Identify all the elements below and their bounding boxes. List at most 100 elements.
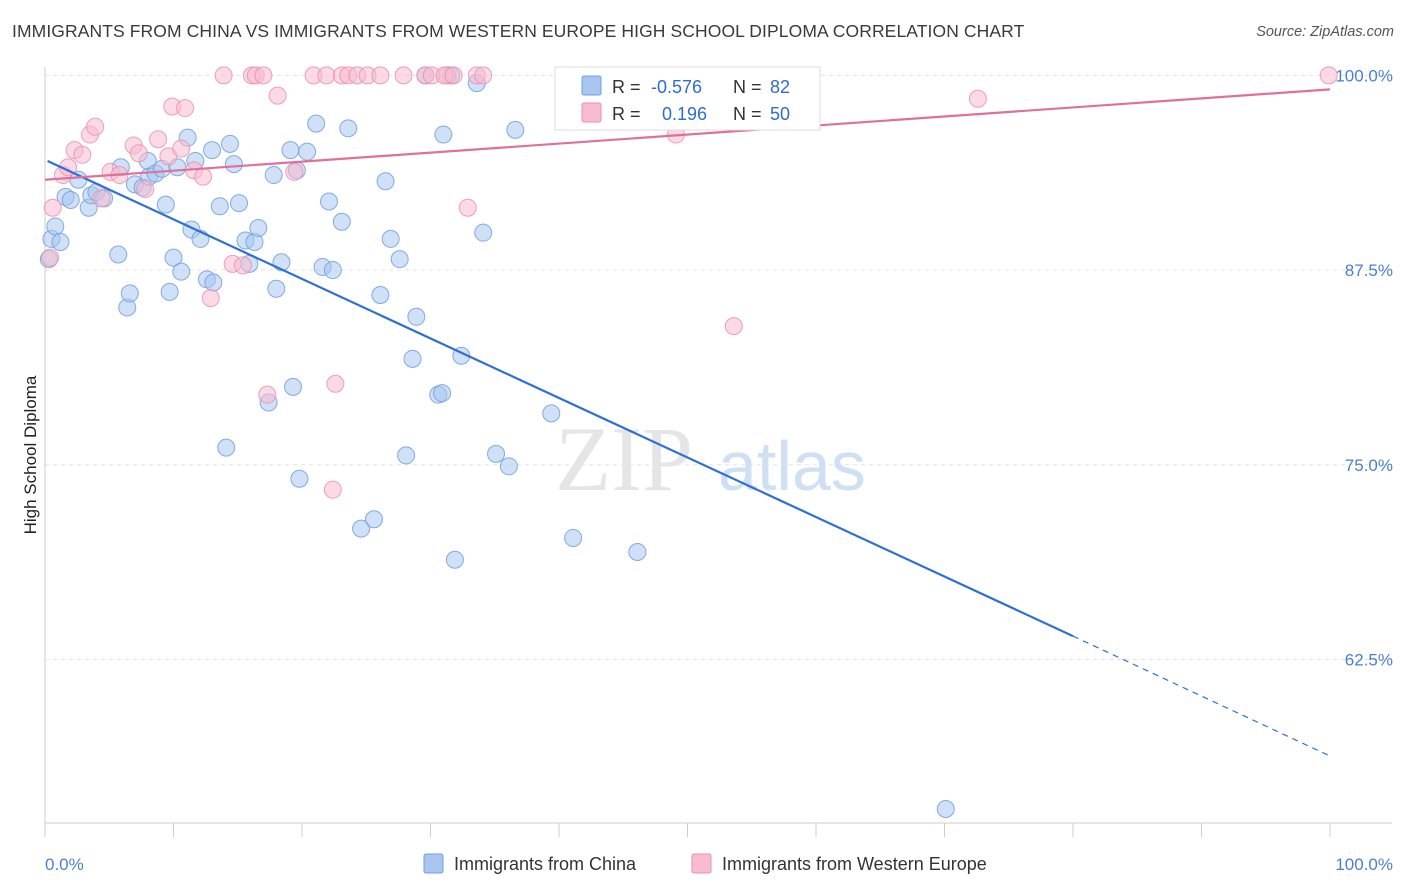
data-point xyxy=(51,233,70,252)
watermark-atlas: atlas xyxy=(718,427,866,505)
data-point xyxy=(73,145,92,164)
data-point xyxy=(268,86,287,105)
data-point xyxy=(258,385,277,404)
stats-r-label-western-europe: R = xyxy=(612,104,641,124)
data-point xyxy=(249,219,268,238)
watermark-zip: ZIP xyxy=(555,408,693,510)
data-point xyxy=(92,189,111,208)
legend-swatch-china xyxy=(423,853,444,874)
data-point xyxy=(156,195,175,214)
data-point xyxy=(407,307,426,326)
data-point xyxy=(217,438,236,457)
data-point xyxy=(326,374,345,393)
data-point xyxy=(172,139,191,158)
data-point xyxy=(434,125,453,144)
data-point xyxy=(136,180,155,199)
stats-r-label-china: R = xyxy=(612,77,641,97)
data-point xyxy=(254,66,273,85)
stats-r-value-china: -0.576 xyxy=(651,77,702,97)
y-tick-label: 100.0% xyxy=(1335,66,1393,85)
trend-line-china xyxy=(47,160,1074,638)
data-point xyxy=(339,119,358,138)
data-point xyxy=(936,799,955,818)
data-point xyxy=(264,166,283,185)
stats-n-value-china: 82 xyxy=(770,77,790,97)
source-label: Source: ZipAtlas.com xyxy=(1256,24,1394,40)
stats-swatch-western-europe xyxy=(581,102,602,123)
data-point xyxy=(214,66,233,85)
trend-line-western-europe xyxy=(44,88,1331,181)
data-point xyxy=(444,66,463,85)
y-tick-labels: 100.0% 87.5% 75.0% 62.5% xyxy=(1335,66,1393,669)
legend-swatch-western-europe xyxy=(691,853,712,874)
y-tick-label: 62.5% xyxy=(1345,650,1393,669)
stats-box: R = -0.576 N = 82 R = 0.196 N = 50 xyxy=(554,66,821,131)
y-tick-label: 87.5% xyxy=(1345,261,1393,280)
data-point xyxy=(317,66,336,85)
data-point xyxy=(542,404,561,423)
data-point xyxy=(499,457,518,476)
stats-r-value-western-europe: 0.196 xyxy=(662,104,707,124)
axes xyxy=(44,67,1392,837)
data-point xyxy=(332,212,351,231)
data-point xyxy=(319,192,338,211)
data-point xyxy=(43,198,62,217)
data-point xyxy=(86,117,105,136)
chart-title: IMMIGRANTS FROM CHINA VS IMMIGRANTS FROM… xyxy=(12,21,1025,41)
legend: Immigrants from China Immigrants from We… xyxy=(423,853,987,874)
data-point xyxy=(394,66,413,85)
data-point xyxy=(323,480,342,499)
data-point xyxy=(61,190,80,209)
data-point xyxy=(176,99,195,118)
series-points-china xyxy=(39,66,955,818)
data-point xyxy=(281,141,300,160)
data-point xyxy=(506,120,525,139)
data-point xyxy=(307,114,326,133)
legend-label-china: Immigrants from China xyxy=(454,854,637,874)
y-tick-label: 75.0% xyxy=(1345,456,1393,475)
data-point xyxy=(194,167,213,186)
data-point xyxy=(285,162,304,181)
data-point xyxy=(221,134,240,153)
data-point xyxy=(230,194,249,213)
data-point xyxy=(1319,66,1338,85)
stats-n-label-western-europe: N = xyxy=(733,104,762,124)
x-tick-label: 0.0% xyxy=(45,855,84,874)
data-point xyxy=(290,469,309,488)
data-point xyxy=(487,444,506,463)
data-point xyxy=(267,279,286,298)
data-point xyxy=(164,248,183,267)
data-point xyxy=(120,284,139,303)
data-point xyxy=(46,217,65,236)
data-point xyxy=(323,261,342,280)
grid-lines xyxy=(45,74,1392,660)
trend-lines xyxy=(44,88,1331,757)
data-point xyxy=(381,229,400,248)
data-point xyxy=(129,144,148,163)
data-point xyxy=(224,155,243,174)
x-tick-label: 100.0% xyxy=(1335,855,1393,874)
stats-swatch-china xyxy=(581,75,602,96)
data-point xyxy=(403,349,422,368)
data-point xyxy=(968,89,987,108)
data-point xyxy=(458,198,477,217)
data-point xyxy=(201,289,220,308)
data-point xyxy=(41,248,60,267)
data-point xyxy=(371,285,390,304)
data-point xyxy=(109,245,128,264)
stats-n-value-western-europe: 50 xyxy=(770,104,790,124)
data-point xyxy=(160,282,179,301)
data-point xyxy=(149,130,168,149)
x-tick-labels: 0.0% 100.0% xyxy=(45,855,1393,874)
legend-label-western-europe: Immigrants from Western Europe xyxy=(722,854,987,874)
data-point xyxy=(172,262,191,281)
data-point xyxy=(364,510,383,529)
data-point xyxy=(203,141,222,160)
data-point xyxy=(724,317,743,336)
data-point xyxy=(376,172,395,191)
y-axis-label: High School Diploma xyxy=(21,375,40,534)
data-point xyxy=(284,377,303,396)
data-point xyxy=(628,542,647,561)
trend-line-extrapolation xyxy=(1072,635,1331,757)
